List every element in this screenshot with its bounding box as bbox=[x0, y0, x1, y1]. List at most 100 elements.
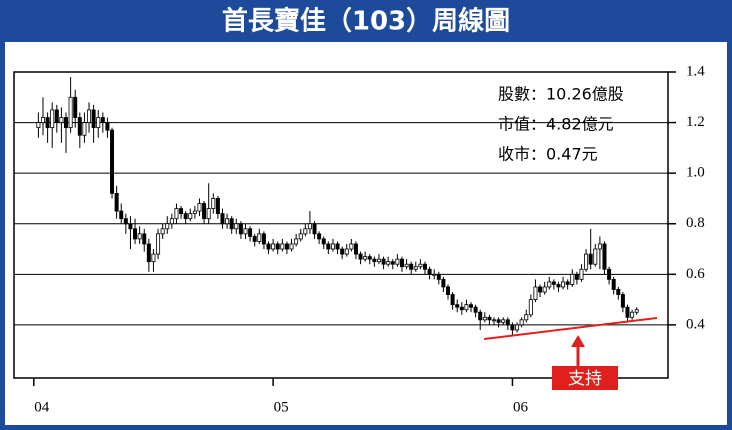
y-tick-label: 1.2 bbox=[686, 114, 705, 130]
candle-body bbox=[252, 235, 257, 242]
candle-body bbox=[418, 263, 423, 268]
candle-body bbox=[160, 228, 165, 235]
y-tick-label: 0.6 bbox=[686, 266, 705, 282]
candle-body bbox=[404, 263, 409, 268]
candle-body bbox=[105, 122, 110, 131]
candle-body bbox=[137, 233, 142, 240]
candle-body bbox=[469, 304, 474, 308]
panel bbox=[5, 42, 727, 425]
y-tick-label: 0.8 bbox=[686, 215, 705, 231]
candle-body bbox=[229, 218, 234, 230]
candle-body bbox=[399, 258, 404, 268]
candle-body bbox=[36, 122, 41, 129]
candle-body bbox=[551, 281, 556, 285]
candle-body bbox=[317, 233, 322, 240]
candle-body bbox=[40, 117, 45, 123]
candle-body bbox=[82, 122, 87, 136]
candle-body bbox=[142, 233, 147, 245]
candle-body bbox=[363, 256, 368, 260]
candle-body bbox=[519, 319, 524, 326]
candle-body bbox=[455, 304, 460, 308]
candle-body bbox=[611, 278, 616, 290]
info-text: 收市：0.47元 bbox=[498, 145, 598, 164]
candle-body bbox=[436, 273, 441, 280]
candle-body bbox=[261, 233, 266, 245]
candle-body bbox=[119, 210, 124, 220]
candle-body bbox=[565, 281, 570, 285]
x-tick-label: 06 bbox=[513, 399, 529, 415]
annotation: 支持 bbox=[568, 369, 602, 389]
candle-body bbox=[487, 316, 492, 321]
candle-body bbox=[533, 286, 538, 301]
candle-body bbox=[381, 258, 386, 265]
candle-body bbox=[413, 266, 418, 270]
candle-body bbox=[376, 258, 381, 263]
candle-body bbox=[620, 294, 625, 308]
annotation-box bbox=[552, 366, 618, 390]
candle-body bbox=[298, 233, 303, 240]
candle-body bbox=[349, 243, 354, 250]
y-tick-label: 0.4 bbox=[686, 316, 705, 332]
info-text: 股數：10.26億股 bbox=[498, 85, 624, 104]
candle-body bbox=[505, 319, 510, 326]
candle-body bbox=[584, 253, 589, 270]
candle-body bbox=[192, 210, 197, 215]
candle-body bbox=[169, 218, 174, 225]
candle-body bbox=[459, 306, 464, 311]
candle-body bbox=[73, 96, 78, 118]
candle-body bbox=[59, 117, 64, 123]
candle-body bbox=[165, 223, 170, 230]
candle-body bbox=[211, 198, 216, 209]
candle-body bbox=[234, 223, 239, 230]
candle-body bbox=[496, 319, 501, 323]
candle-body bbox=[266, 243, 271, 250]
candle-body bbox=[257, 233, 262, 242]
candle-body bbox=[510, 324, 515, 331]
candle-body bbox=[68, 96, 73, 129]
candle-body bbox=[114, 192, 119, 212]
candle-body bbox=[133, 228, 138, 240]
candle-body bbox=[409, 263, 414, 270]
candle-body bbox=[441, 278, 446, 288]
candle-body bbox=[390, 261, 395, 265]
candle-body bbox=[547, 281, 552, 288]
candle-body bbox=[271, 243, 276, 250]
candle-body bbox=[215, 198, 220, 215]
candle-body bbox=[275, 243, 280, 250]
candle-body bbox=[307, 223, 312, 230]
candle-body bbox=[151, 253, 156, 263]
candle-body bbox=[358, 253, 363, 260]
candle-body bbox=[50, 109, 55, 129]
candle-body bbox=[542, 286, 547, 293]
candle-body bbox=[64, 117, 69, 129]
candle-body bbox=[473, 306, 478, 313]
candle-body bbox=[344, 248, 349, 255]
arrow-head bbox=[571, 335, 585, 347]
x-tick-label: 05 bbox=[274, 399, 289, 415]
candle-body bbox=[303, 228, 308, 235]
candle-body bbox=[220, 213, 225, 225]
candle-body bbox=[77, 117, 82, 136]
y-tick-label: 1.4 bbox=[686, 63, 705, 79]
candle-body bbox=[579, 268, 584, 280]
candle-body bbox=[294, 238, 299, 245]
candle-body bbox=[478, 311, 483, 321]
candle-body bbox=[515, 324, 520, 331]
candle-body bbox=[174, 208, 179, 220]
candle-body bbox=[96, 117, 101, 129]
candle-body bbox=[123, 218, 128, 225]
candle-body bbox=[367, 256, 372, 260]
candle-body bbox=[197, 203, 202, 212]
candle-body bbox=[464, 304, 469, 311]
candle-body bbox=[524, 314, 529, 321]
candle-body bbox=[492, 319, 497, 322]
candle-body bbox=[616, 289, 621, 295]
candle-body bbox=[432, 273, 437, 276]
candle-body bbox=[607, 268, 612, 280]
candle-body bbox=[100, 117, 105, 123]
candle-body bbox=[284, 243, 289, 250]
candle-body bbox=[146, 243, 151, 263]
candle-body bbox=[248, 228, 253, 237]
candle-body bbox=[570, 273, 575, 285]
candle-body bbox=[556, 284, 561, 288]
